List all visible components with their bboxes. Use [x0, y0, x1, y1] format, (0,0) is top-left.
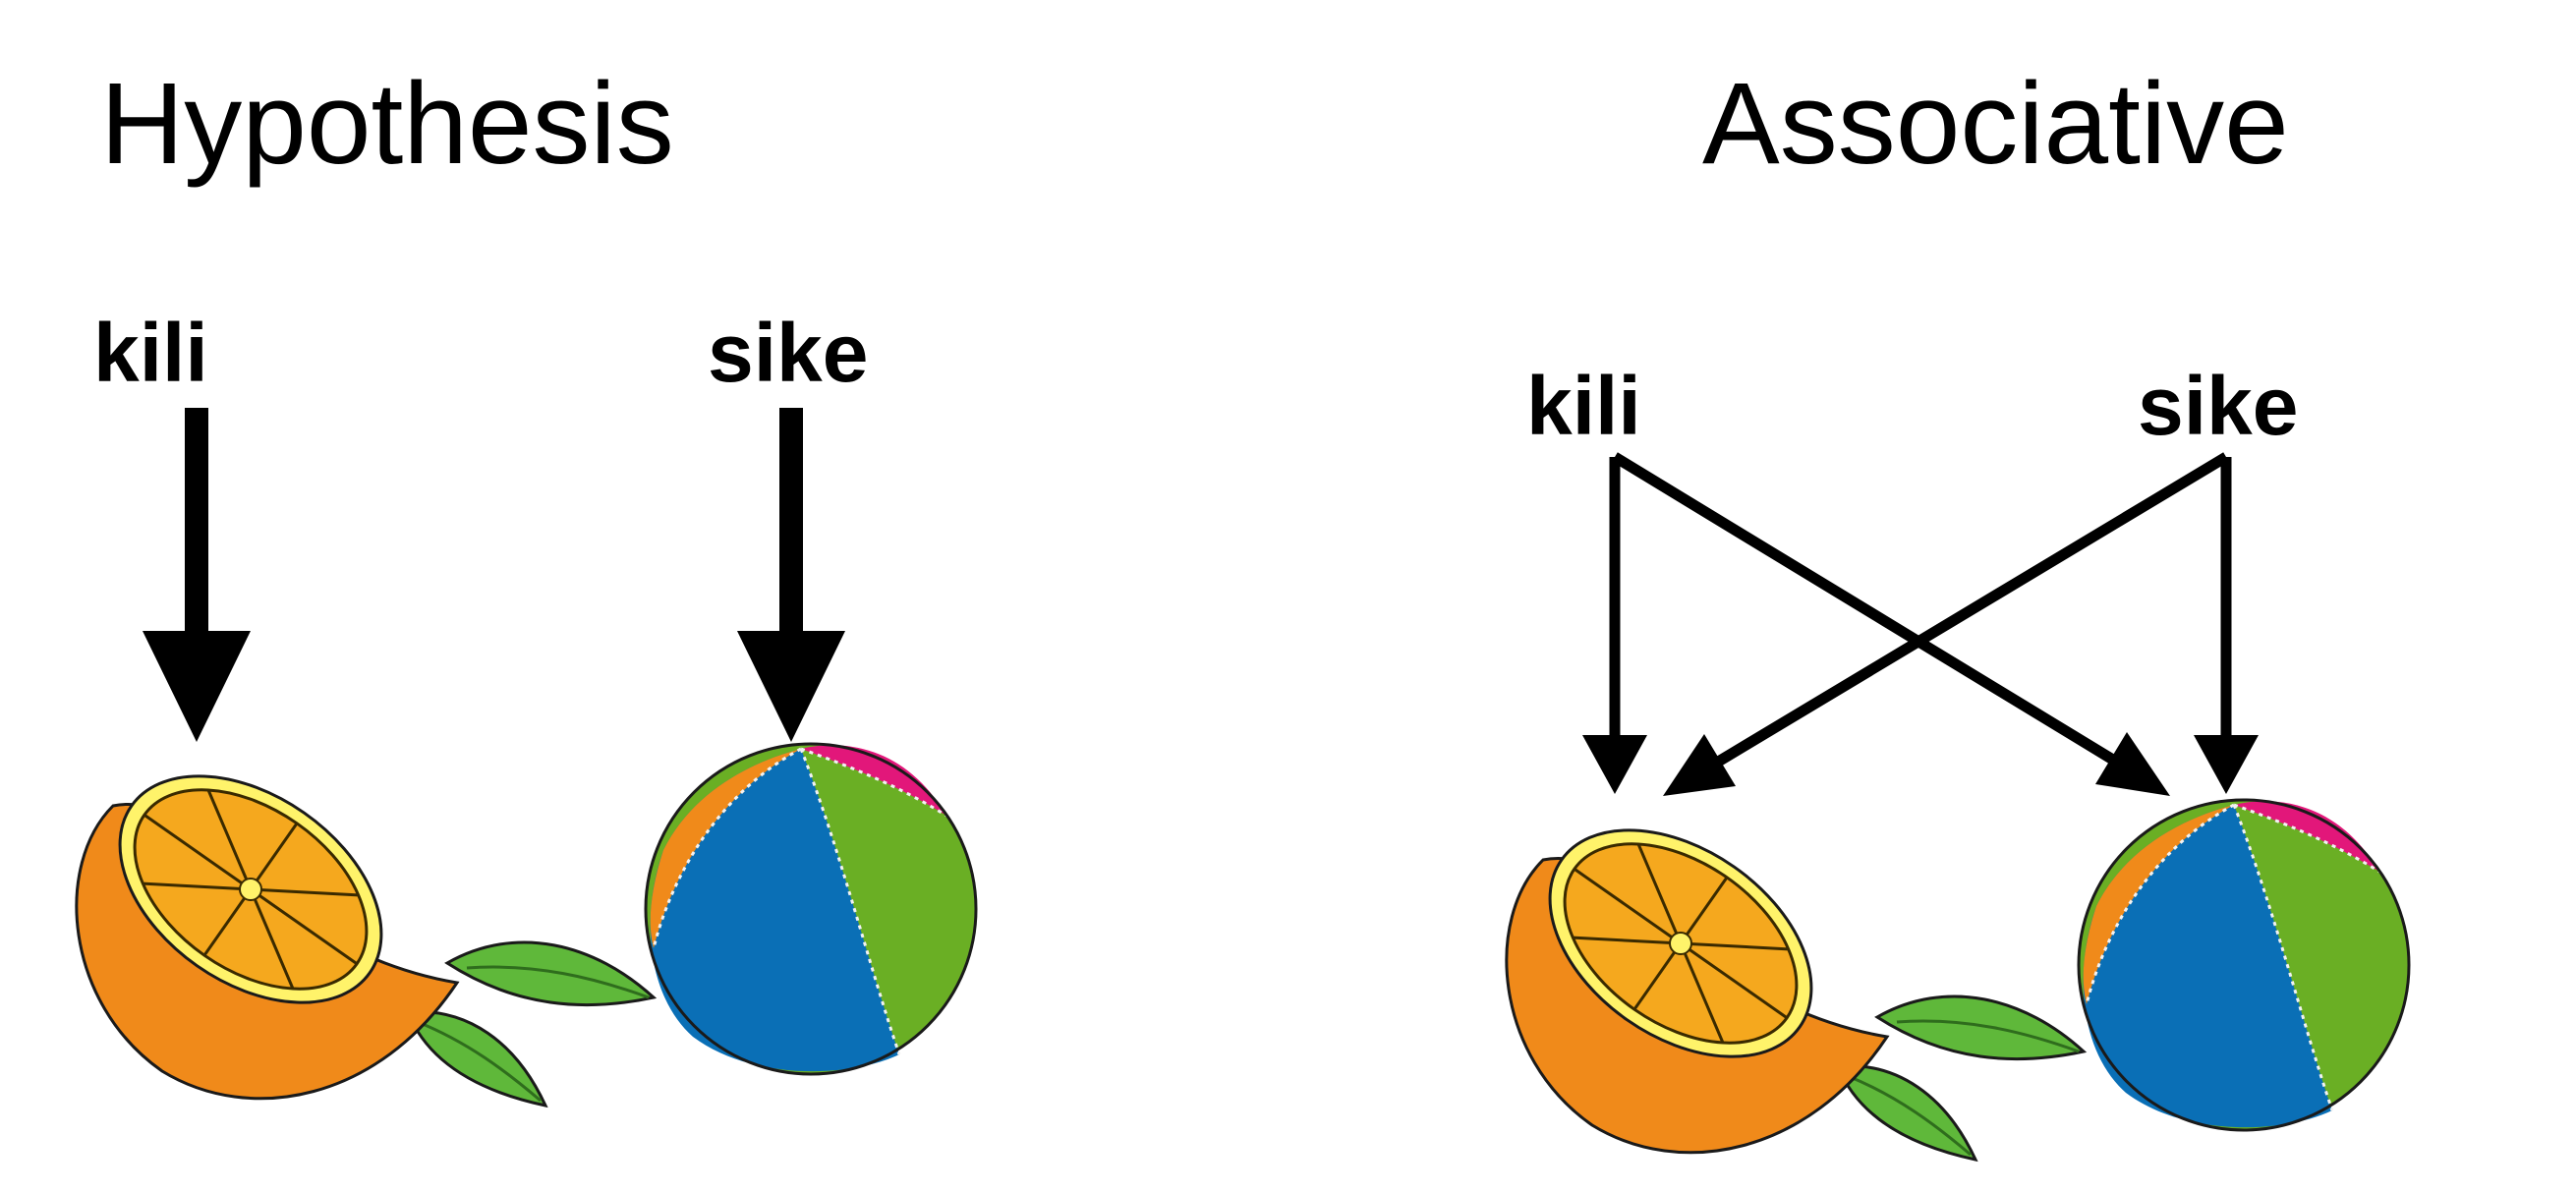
- associative-panel: Associative kili sike: [1505, 59, 2411, 1162]
- orange-icon: [75, 727, 656, 1108]
- hypothesis-word-kili: kili: [93, 307, 208, 399]
- hypothesis-arrow-sike-to-ball: [737, 408, 845, 742]
- associative-arrow-sike-to-orange: [1663, 452, 2229, 796]
- hypothesis-word-sike: sike: [708, 307, 869, 399]
- hypothesis-panel: Hypothesis kili sike: [75, 59, 978, 1108]
- associative-word-sike: sike: [2138, 360, 2299, 452]
- ball-icon: [2077, 798, 2411, 1132]
- orange-icon: [1505, 781, 2086, 1162]
- associative-title: Associative: [1702, 59, 2289, 189]
- hypothesis-arrow-kili-to-orange: [143, 408, 251, 742]
- associative-word-kili: kili: [1526, 360, 1641, 452]
- associative-arrow-kili-to-ball: [1612, 452, 2170, 796]
- associative-arrow-kili-to-orange: [1582, 457, 1647, 794]
- hypothesis-title: Hypothesis: [100, 59, 674, 189]
- associative-arrow-sike-to-ball: [2194, 457, 2259, 794]
- ball-icon: [644, 742, 978, 1076]
